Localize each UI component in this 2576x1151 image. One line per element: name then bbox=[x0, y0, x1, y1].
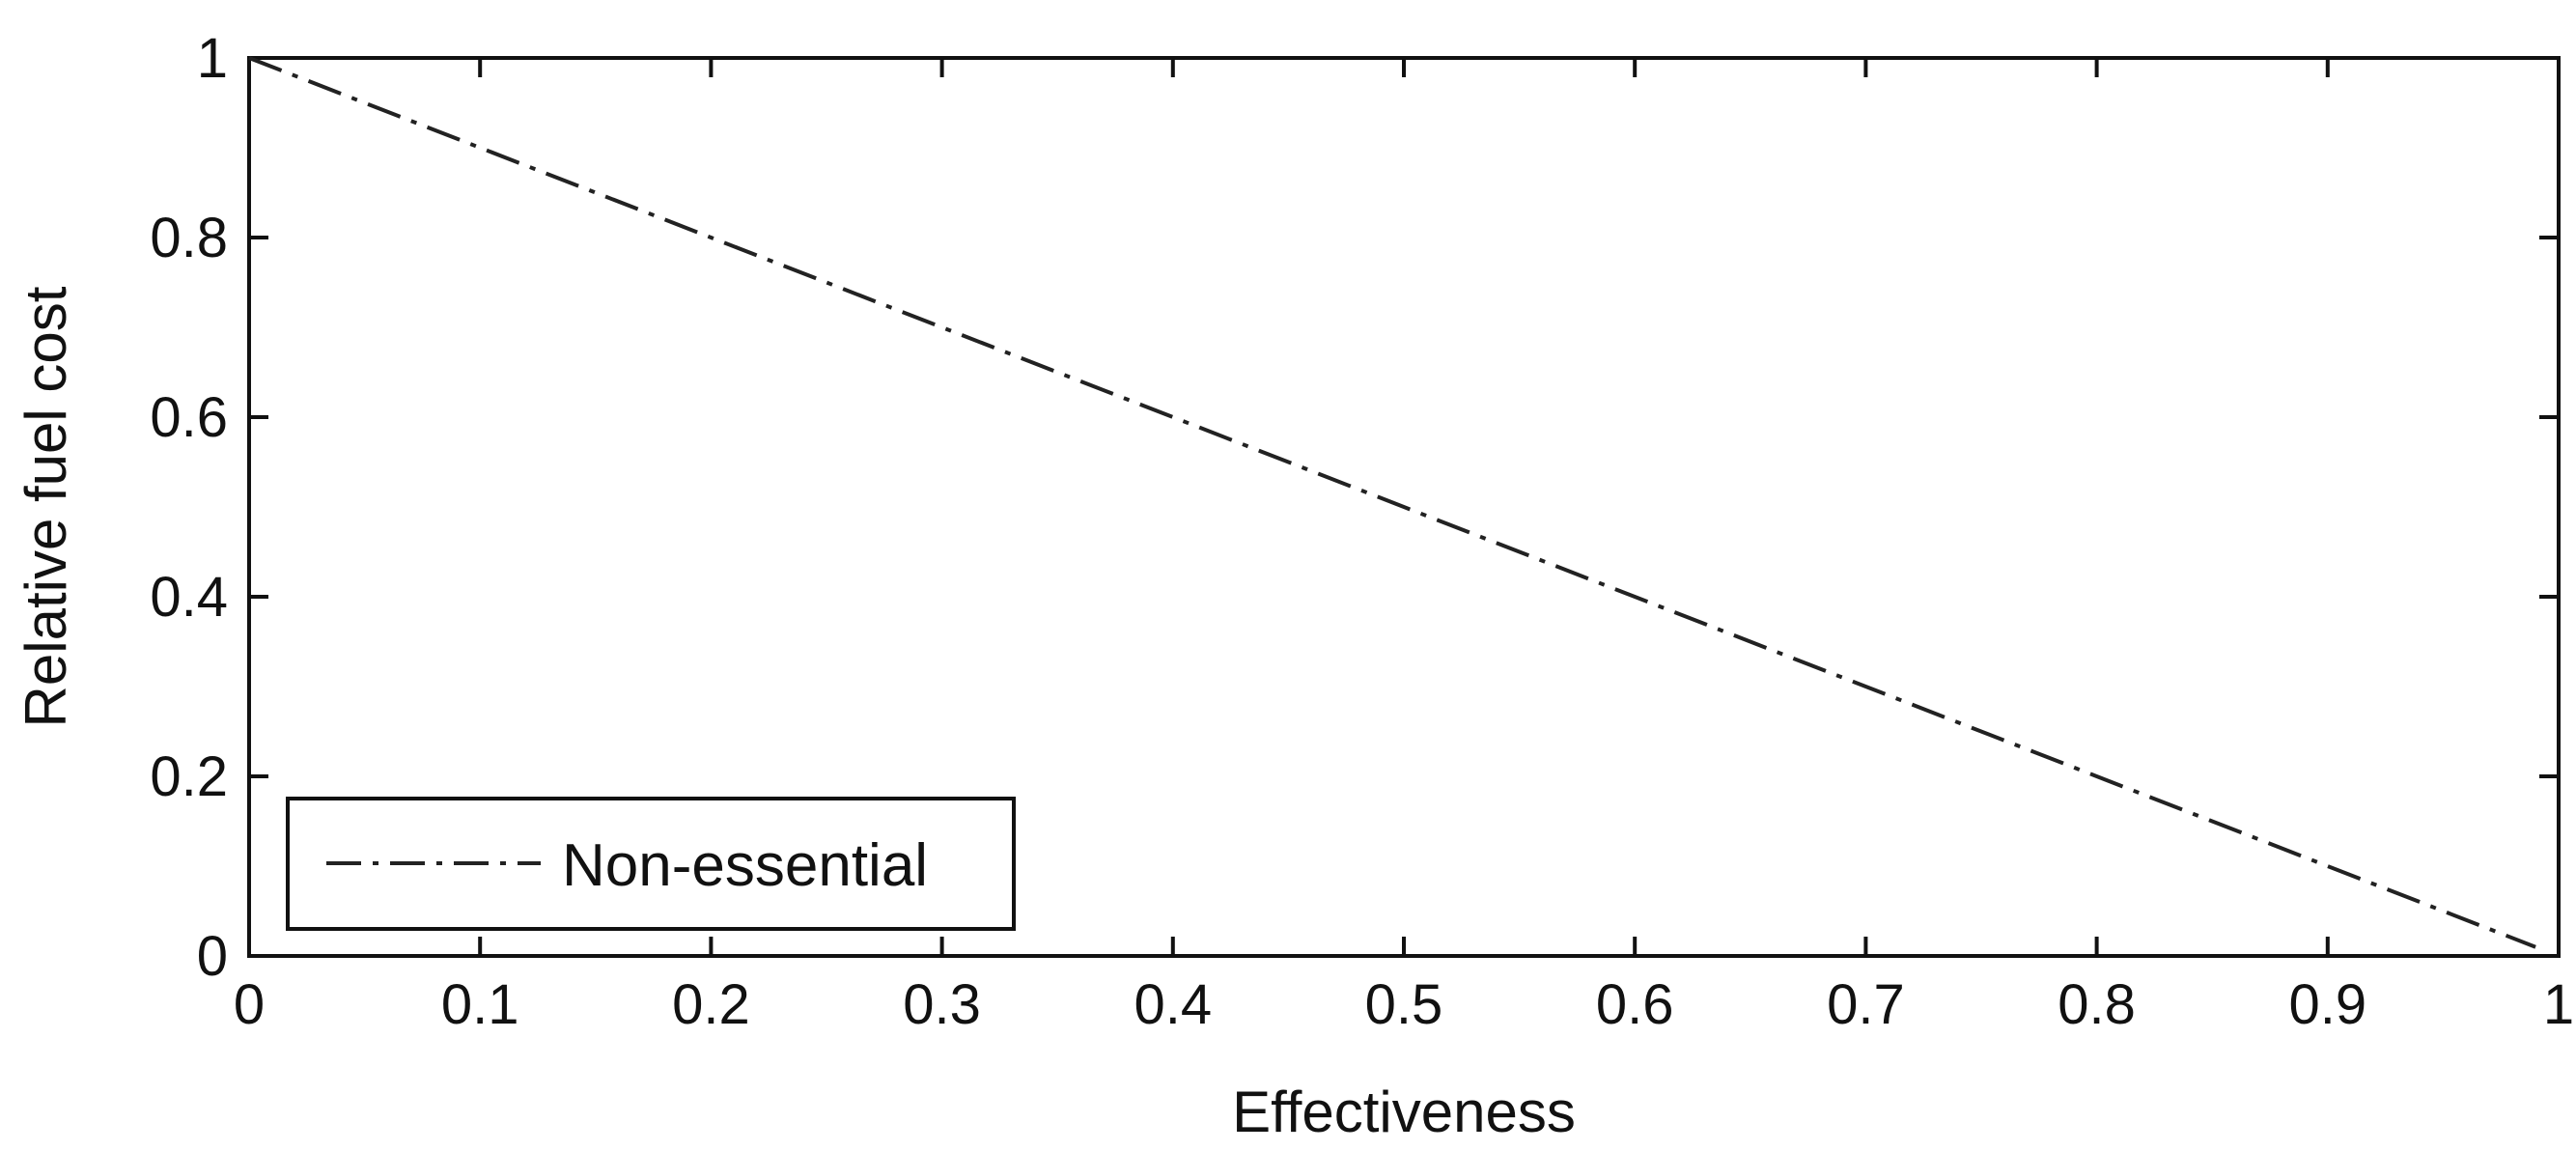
x-axis-label: Effectiveness bbox=[1232, 1080, 1576, 1144]
y-tick-label: 0 bbox=[197, 925, 228, 988]
series-line-non-essential bbox=[248, 56, 2536, 949]
x-tick-label: 1 bbox=[2543, 973, 2574, 1036]
x-tick-label: 0.6 bbox=[1596, 973, 1674, 1036]
x-tick-label: 0.5 bbox=[1365, 973, 1443, 1036]
x-tick-label: 0 bbox=[234, 973, 265, 1036]
y-axis-ticks: 0 0.2 0.4 0.6 0.8 1 bbox=[150, 27, 2559, 988]
x-tick-label: 0.7 bbox=[1827, 973, 1905, 1036]
x-tick-label: 0.8 bbox=[2058, 973, 2136, 1036]
y-tick-label: 0.4 bbox=[150, 566, 228, 629]
series-layer bbox=[248, 56, 2536, 949]
y-tick-label: 0.8 bbox=[150, 207, 228, 269]
x-axis-ticks: 0 0.1 0.2 0.3 0.4 0.5 0.6 0.7 0.8 0.9 1 bbox=[234, 58, 2574, 1036]
x-tick-label: 0.1 bbox=[441, 973, 519, 1036]
legend: Non-essential bbox=[286, 797, 1016, 931]
y-axis-label: Relative fuel cost bbox=[14, 286, 78, 727]
y-tick-label: 1 bbox=[197, 27, 228, 90]
x-tick-label: 0.3 bbox=[903, 973, 981, 1036]
x-tick-label: 0.2 bbox=[672, 973, 750, 1036]
y-tick-label: 0.2 bbox=[150, 745, 228, 808]
x-tick-label: 0.9 bbox=[2288, 973, 2366, 1036]
y-tick-label: 0.6 bbox=[150, 386, 228, 449]
legend-label-non-essential: Non-essential bbox=[562, 832, 928, 899]
x-tick-label: 0.4 bbox=[1134, 973, 1212, 1036]
